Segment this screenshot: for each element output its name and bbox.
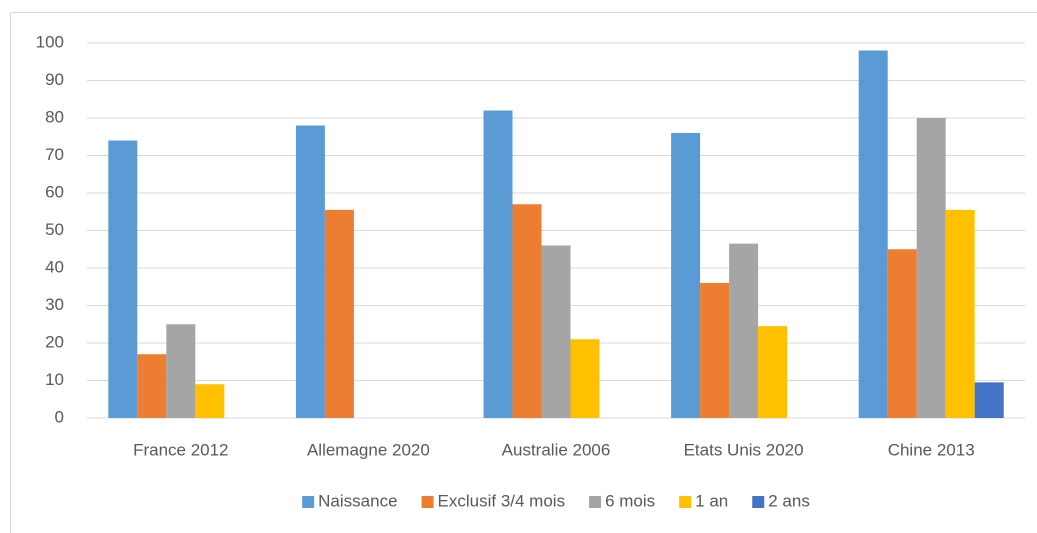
bar [945, 209, 975, 418]
bar [700, 283, 730, 418]
bar [541, 245, 571, 418]
legend-swatch [421, 496, 434, 508]
bar [570, 339, 600, 418]
bar [729, 243, 759, 418]
legend-label: 1 an [695, 491, 728, 510]
legend-swatch [302, 496, 315, 508]
legend-label: Naissance [318, 491, 397, 510]
bar [758, 326, 788, 418]
bar [858, 50, 888, 418]
bar [195, 384, 225, 418]
y-tick-label: 40 [45, 257, 64, 276]
x-tick-label: Etats Unis 2020 [684, 440, 804, 459]
y-tick-label: 90 [45, 70, 64, 89]
legend-label: 2 ans [768, 491, 810, 510]
bar [166, 324, 196, 418]
legend-label: Exclusif 3/4 mois [438, 491, 566, 510]
bar [916, 118, 946, 418]
bar [137, 354, 167, 418]
bar [108, 140, 138, 418]
y-tick-label: 10 [45, 370, 64, 389]
bar [483, 110, 513, 418]
legend-swatch [589, 496, 602, 508]
bar [295, 125, 325, 418]
y-tick-label: 50 [45, 220, 64, 239]
y-tick-label: 60 [45, 182, 64, 201]
x-tick-label: France 2012 [133, 440, 228, 459]
bar [512, 204, 542, 418]
y-tick-label: 0 [55, 407, 64, 426]
bar [324, 209, 354, 418]
legend-label: 6 mois [605, 491, 655, 510]
bar [887, 249, 917, 418]
legend: Naissance Exclusif 3/4 mois 6 mois 1 an 2 an… [302, 491, 810, 510]
y-tick-label: 20 [45, 332, 64, 351]
x-tick-label: Australie 2006 [502, 440, 611, 459]
y-tick-label: 70 [45, 145, 64, 164]
legend-swatch [679, 496, 692, 508]
bar [671, 133, 701, 418]
x-tick-label: Allemagne 2020 [307, 440, 430, 459]
y-tick-label: 30 [45, 295, 64, 314]
y-tick-label: 100 [36, 32, 64, 51]
y-tick-label: 80 [45, 107, 64, 126]
x-tick-label: Chine 2013 [888, 440, 975, 459]
legend-swatch [752, 496, 765, 508]
bar [974, 382, 1004, 418]
